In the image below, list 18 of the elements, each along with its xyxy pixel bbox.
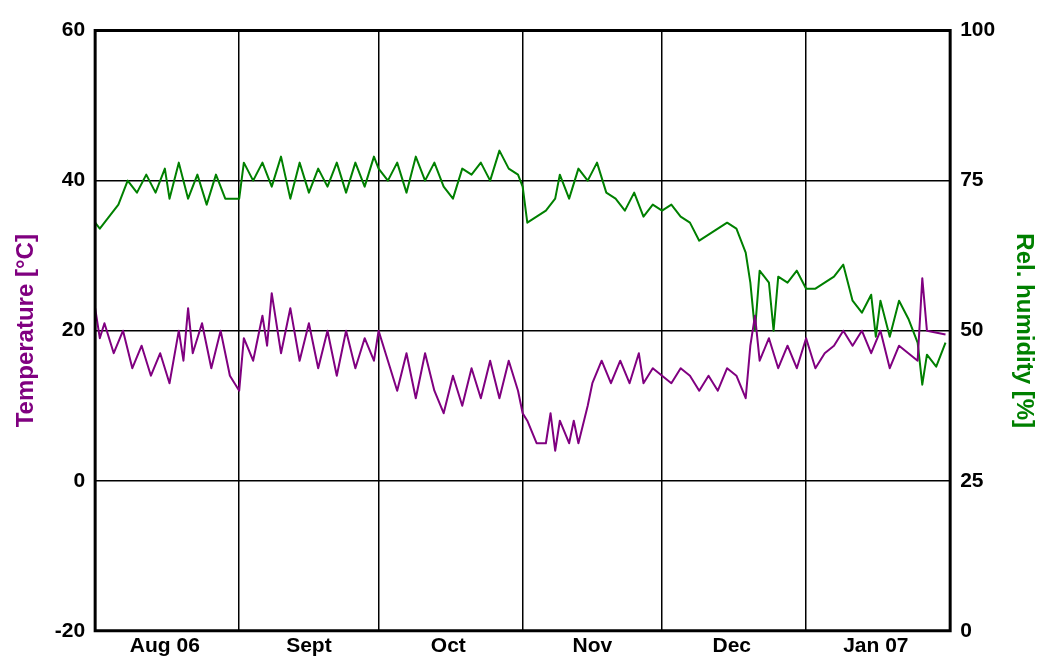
y-tick-label: 40 — [61, 167, 86, 191]
y-tick-label: -20 — [54, 617, 86, 641]
x-tick-label: Sept — [286, 633, 332, 657]
x-tick-label: Jan 07 — [843, 633, 909, 657]
y-tick-label: 20 — [61, 317, 86, 341]
y2-tick-label: 75 — [960, 167, 984, 191]
y2-tick-label: 100 — [960, 17, 996, 41]
x-tick-label: Aug 06 — [129, 633, 200, 657]
x-tick-label: Oct — [430, 633, 466, 657]
y2-tick-label: 50 — [960, 317, 984, 341]
x-tick-label: Nov — [572, 633, 613, 657]
y2-tick-label: 25 — [960, 467, 984, 491]
y-tick-label: 60 — [61, 17, 86, 41]
y-tick-label: 0 — [73, 467, 86, 491]
y-axis-title: Temperature [°C] — [11, 234, 39, 428]
x-tick-label: Dec — [712, 633, 752, 657]
y2-tick-label: 0 — [960, 617, 972, 641]
y2-axis-title: Rel. humidity [%] — [1011, 233, 1039, 429]
